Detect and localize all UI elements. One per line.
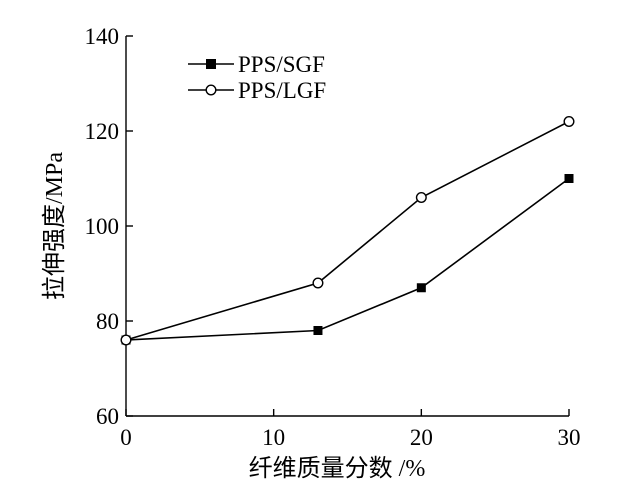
x-tick-label: 10 — [262, 425, 285, 450]
legend-item-pps-sgf: PPS/SGF — [188, 52, 325, 77]
y-ticks: 60 80 100 120 140 — [85, 24, 133, 429]
legend-marker-pps-lgf — [205, 84, 217, 96]
x-ticks: 0 10 20 30 — [120, 409, 581, 450]
series-group — [120, 115, 575, 346]
y-axis-title: 拉伸强度/MPa — [41, 152, 68, 300]
data-point-pps-lgf — [563, 115, 575, 127]
y-tick-label: 100 — [85, 214, 120, 239]
legend-marker-pps-sgf — [206, 59, 216, 69]
data-point-pps-lgf — [120, 334, 132, 346]
legend-item-pps-lgf: PPS/LGF — [188, 78, 326, 103]
legend-label-pps-sgf: PPS/SGF — [238, 52, 325, 77]
x-tick-label: 20 — [410, 425, 433, 450]
data-point-pps-lgf — [415, 191, 427, 203]
y-tick-label: 120 — [85, 119, 120, 144]
axes — [125, 36, 569, 417]
y-tick-label: 80 — [96, 309, 119, 334]
legend-label-pps-lgf: PPS/LGF — [238, 78, 326, 103]
x-tick-label: 30 — [558, 425, 581, 450]
series-line-pps-sgf — [125, 177, 570, 341]
data-point-pps-lgf — [312, 277, 324, 289]
legend: PPS/SGF PPS/LGF — [188, 52, 326, 103]
data-point-pps-sgf — [313, 326, 323, 335]
x-axis-title: 纤维质量分数 /% — [249, 455, 426, 482]
data-point-pps-sgf — [564, 174, 574, 183]
series-pps-lgf — [120, 115, 575, 346]
x-tick-label: 0 — [120, 425, 132, 450]
y-tick-label: 60 — [96, 404, 119, 429]
y-tick-label: 140 — [85, 24, 120, 49]
series-line-pps-lgf — [125, 120, 570, 341]
data-point-pps-sgf — [416, 283, 426, 293]
